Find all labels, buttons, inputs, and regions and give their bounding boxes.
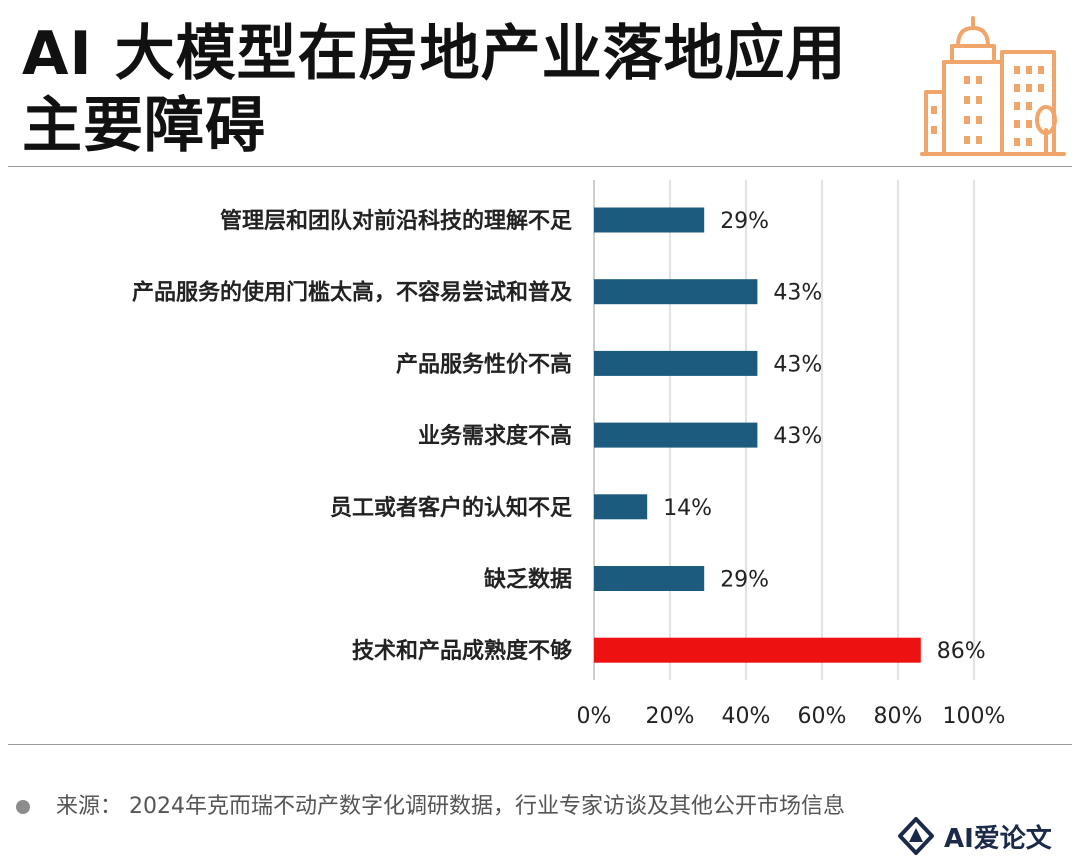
- value-label-2: 43%: [773, 352, 822, 377]
- value-label-4: 14%: [663, 496, 712, 521]
- x-tick-label-1: 20%: [646, 704, 695, 729]
- category-label-4: 员工或者客户的认知不足: [330, 495, 572, 521]
- category-label-5: 缺乏数据: [484, 567, 572, 593]
- ai-logo-icon: [898, 817, 934, 855]
- category-label-1: 产品服务的使用门槛太高，不容易尝试和普及: [132, 280, 573, 306]
- page-title: AI 大模型在房地产业落地应用 主要障碍: [22, 18, 902, 162]
- x-tick-label-3: 60%: [798, 704, 847, 729]
- x-tick-label-0: 0%: [577, 704, 612, 729]
- bar-2: [594, 350, 758, 376]
- category-label-6: 技术和产品成熟度不够: [352, 638, 572, 664]
- category-label-2: 产品服务性价不高: [396, 351, 572, 377]
- watermark-badge: AI爱论文: [896, 814, 1070, 858]
- x-tick-label-4: 80%: [874, 704, 923, 729]
- top-divider: [8, 166, 1072, 167]
- title-line-2: 主要障碍: [22, 91, 266, 161]
- badge-text: AI爱论文: [944, 823, 1052, 854]
- bar-6: [594, 637, 921, 663]
- bullet-dot: [16, 800, 30, 814]
- x-tick-label-5: 100%: [943, 704, 1006, 729]
- value-label-6: 86%: [937, 639, 986, 664]
- title-line-1: AI 大模型在房地产业落地应用: [22, 19, 847, 89]
- bar-3: [594, 422, 758, 448]
- source-text: 来源： 2024年克而瑞不动产数字化调研数据，行业专家访谈及其他公开市场信息: [56, 794, 845, 819]
- value-label-0: 29%: [720, 209, 769, 234]
- value-label-3: 43%: [773, 424, 822, 449]
- bar-0: [594, 207, 705, 233]
- value-label-1: 43%: [773, 281, 822, 306]
- category-label-0: 管理层和团队对前沿科技的理解不足: [220, 208, 572, 234]
- bar-1: [594, 279, 758, 305]
- bar-5: [594, 566, 705, 591]
- value-label-5: 29%: [720, 568, 769, 593]
- category-label-3: 业务需求度不高: [418, 423, 572, 449]
- bottom-divider: [8, 744, 1072, 745]
- bar-chart: 0% 20% 40% 60% 80% 100% 管理层和团队对前沿科技的理解不足 29% 产品服…: [132, 180, 1006, 729]
- bar-4: [594, 494, 648, 520]
- city-buildings-icon: [920, 16, 1066, 156]
- x-tick-label-2: 40%: [722, 704, 771, 729]
- source-note: 来源： 2024年克而瑞不动产数字化调研数据，行业专家访谈及其他公开市场信息: [12, 788, 1072, 820]
